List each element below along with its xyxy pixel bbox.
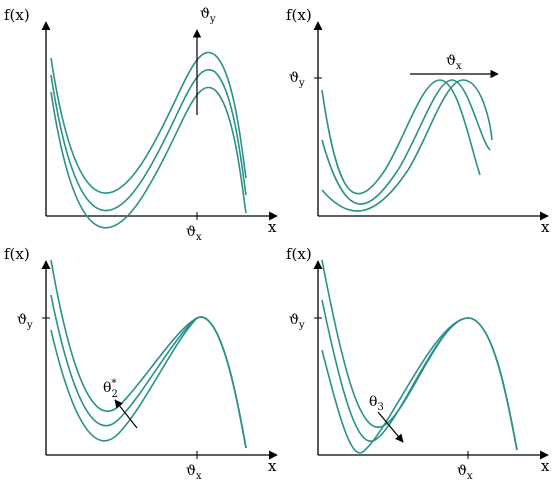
shift-arrow: [114, 399, 138, 429]
annotation-label: θ* 2: [103, 378, 118, 400]
curve-2: [321, 79, 491, 205]
curves: [50, 51, 247, 229]
x-axis-label: x: [268, 218, 277, 236]
curve-2: [50, 69, 247, 212]
x-tick-label: ϑx: [457, 463, 473, 480]
curve-3: [50, 316, 247, 449]
curve-2: [321, 299, 518, 451]
curve-1: [321, 79, 481, 195]
x-tick-label: ϑx: [186, 463, 202, 480]
curves: [321, 79, 493, 212]
y-tick-label: ϑy: [289, 312, 305, 331]
annotation-label: ϑx: [446, 53, 462, 72]
annotation-label: θ3: [369, 394, 384, 413]
shift-arrow: [377, 411, 404, 443]
y-axis-label: f(x): [4, 245, 30, 263]
curve-3: [321, 317, 518, 454]
annotation-label: ϑy: [200, 6, 216, 25]
y-tick-label: ϑy: [17, 312, 33, 331]
curve-3: [50, 86, 247, 229]
x-axis-label: x: [541, 218, 550, 236]
y-axis-label: f(x): [4, 6, 30, 24]
panel-bottom-right: f(x) x ϑx ϑy θ3: [286, 245, 550, 480]
y-axis-label: f(x): [286, 245, 312, 263]
x-axis-label: x: [268, 457, 277, 475]
curve-1: [50, 51, 247, 194]
y-axis-label: f(x): [286, 6, 312, 24]
y-tick-label: ϑy: [289, 70, 305, 89]
curves: [321, 259, 518, 454]
panel-top-left: f(x) x ϑx ϑy: [4, 6, 278, 243]
panel-bottom-left: f(x) x ϑx ϑy θ* 2: [4, 245, 278, 480]
panel-top-right: f(x) x ϑy ϑx: [286, 6, 550, 236]
curve-1: [321, 259, 518, 451]
x-axis-label: x: [541, 457, 550, 475]
curves: [50, 259, 247, 449]
x-tick-label: ϑx: [186, 224, 202, 243]
curve-3: [321, 79, 493, 212]
